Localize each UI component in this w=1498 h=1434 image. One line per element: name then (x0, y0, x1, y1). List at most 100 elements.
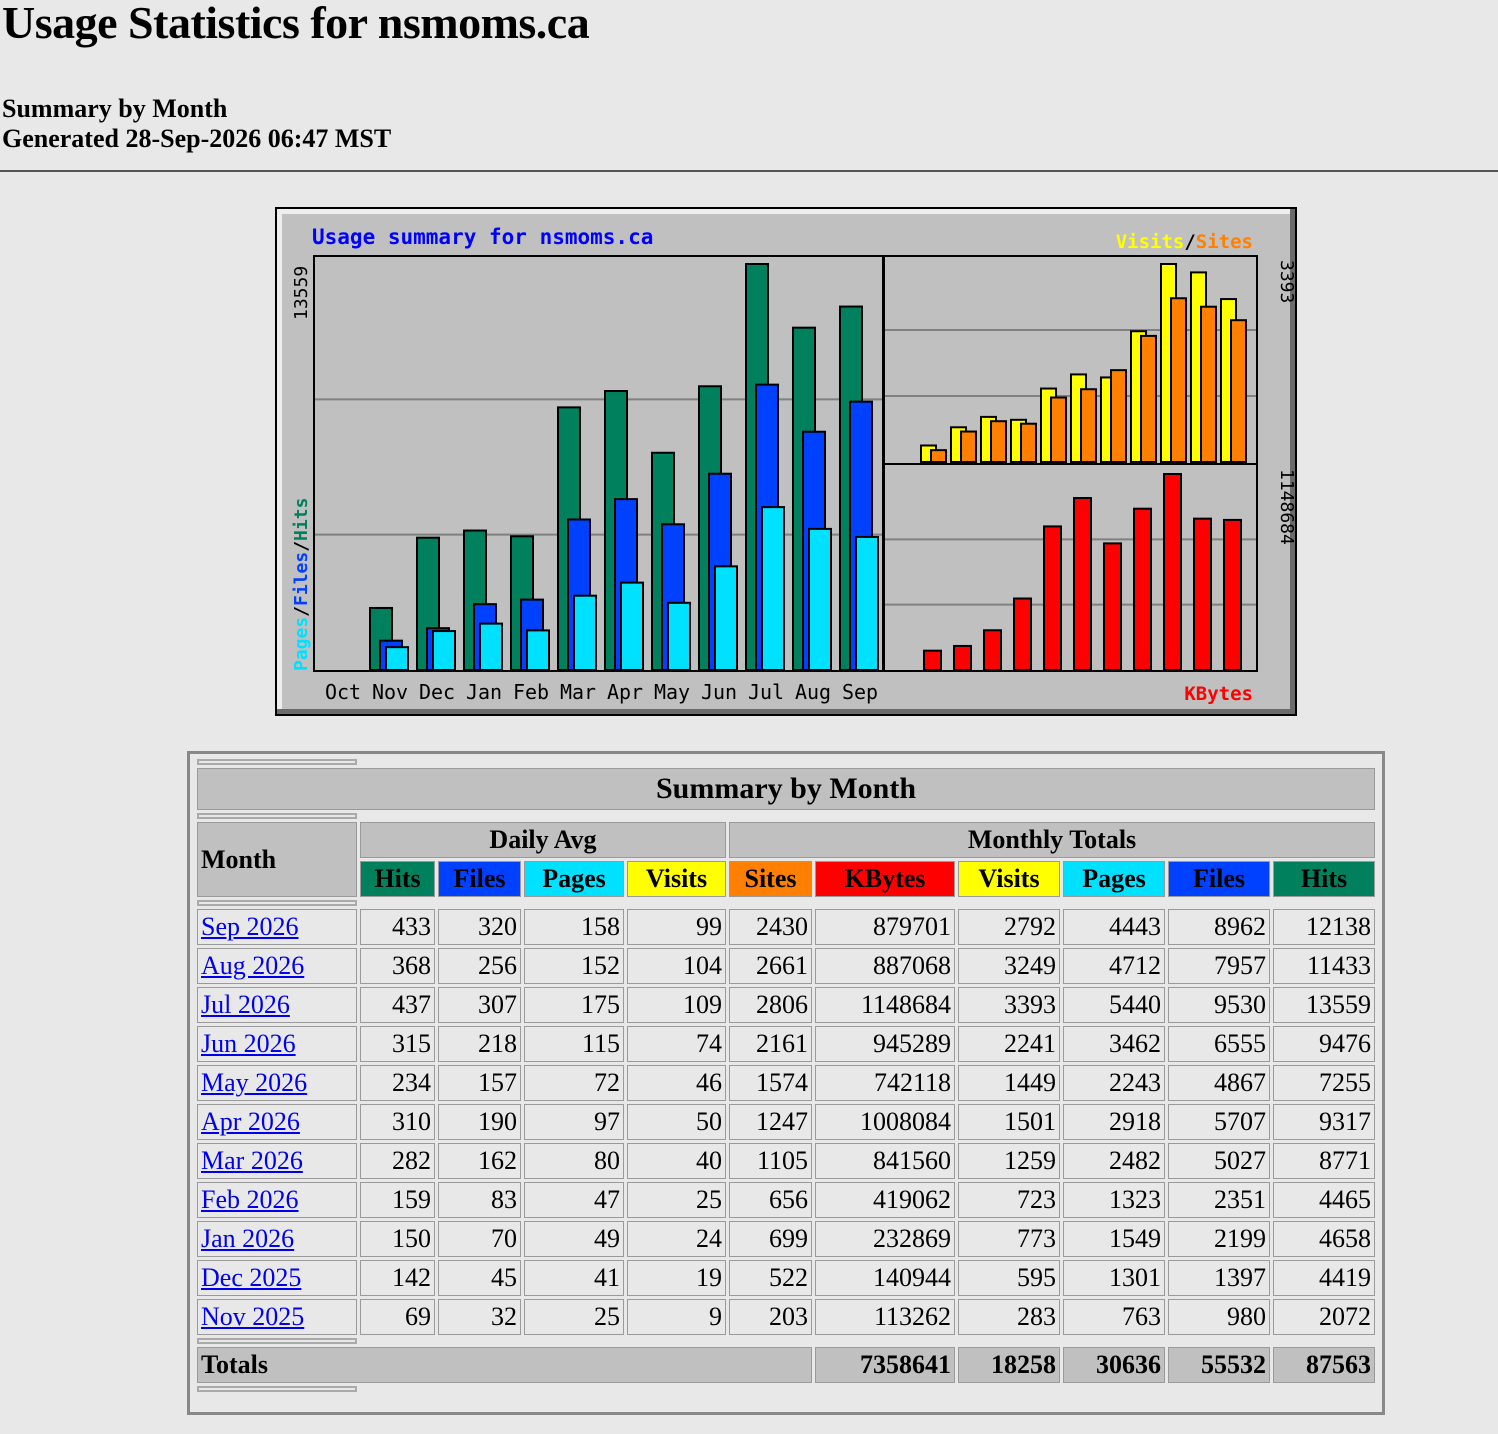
bar-kbytes (953, 644, 972, 671)
value-cell: 2161 (729, 1026, 812, 1062)
bar-kbytes (1133, 507, 1152, 671)
month-cell: Aug 2026 (197, 948, 357, 984)
daily-avg-header: Daily Avg (360, 822, 726, 858)
value-cell: 1501 (958, 1104, 1060, 1140)
value-cell: 763 (1063, 1299, 1165, 1335)
x-tick-label: Sep (842, 680, 878, 704)
value-cell: 99 (627, 909, 726, 945)
value-cell: 19 (627, 1260, 726, 1296)
summary-table: Summary by Month Month Daily Avg Monthly… (194, 756, 1378, 1395)
month-cell: May 2026 (197, 1065, 357, 1101)
value-cell: 419062 (815, 1182, 955, 1218)
month-link[interactable]: Feb 2026 (201, 1185, 299, 1214)
value-cell: 142 (360, 1260, 435, 1296)
value-cell: 2351 (1168, 1182, 1270, 1218)
month-link[interactable]: Aug 2026 (201, 951, 305, 980)
monthly-totals-header: Monthly Totals (729, 822, 1375, 858)
value-cell: 4443 (1063, 909, 1165, 945)
bar-sites (1050, 396, 1067, 463)
bar-kbytes (923, 649, 942, 672)
value-cell: 9530 (1168, 987, 1270, 1023)
totals-label: Totals (197, 1347, 812, 1383)
value-cell: 315 (360, 1026, 435, 1062)
bar-sites (1200, 305, 1217, 463)
month-link[interactable]: Mar 2026 (201, 1146, 303, 1175)
bar-kbytes (1103, 542, 1122, 671)
value-cell: 47 (524, 1182, 624, 1218)
summary-heading: Summary by Month (2, 94, 228, 123)
col-daily-hits: Hits (360, 861, 435, 897)
value-cell: 83 (438, 1182, 521, 1218)
value-cell: 3249 (958, 948, 1060, 984)
table-row: Mar 2026 282 162 80 40 1105 841560 1259 2482 5027… (197, 1143, 1375, 1179)
value-cell: 218 (438, 1026, 521, 1062)
value-cell: 115 (524, 1026, 624, 1062)
value-cell: 699 (729, 1221, 812, 1257)
bar-sites (1080, 388, 1097, 464)
x-tick-label: Aug (795, 680, 831, 704)
value-cell: 203 (729, 1299, 812, 1335)
month-cell: Jul 2026 (197, 987, 357, 1023)
bar-pages (714, 565, 738, 672)
value-cell: 9476 (1273, 1026, 1375, 1062)
table-row: Dec 2025 142 45 41 19 522 140944 595 1301 1397 441… (197, 1260, 1375, 1296)
value-cell: 80 (524, 1143, 624, 1179)
value-cell: 256 (438, 948, 521, 984)
value-cell: 140944 (815, 1260, 955, 1296)
bar-pages (479, 622, 503, 672)
bar-pages (620, 581, 644, 671)
value-cell: 841560 (815, 1143, 955, 1179)
total-value: 55532 (1168, 1347, 1270, 1383)
table-row: Aug 2026 368 256 152 104 2661 887068 3249 4712 79… (197, 948, 1375, 984)
month-cell: Apr 2026 (197, 1104, 357, 1140)
month-link[interactable]: Jun 2026 (201, 1029, 296, 1058)
x-tick-label: Jan (466, 680, 502, 704)
col-total-hits: Hits (1273, 861, 1375, 897)
value-cell: 1008084 (815, 1104, 955, 1140)
value-cell: 1105 (729, 1143, 812, 1179)
month-link[interactable]: Jan 2026 (201, 1224, 295, 1253)
value-cell: 2430 (729, 909, 812, 945)
col-total-sites: Sites (729, 861, 812, 897)
value-cell: 723 (958, 1182, 1060, 1218)
value-cell: 8962 (1168, 909, 1270, 945)
total-value: 30636 (1063, 1347, 1165, 1383)
x-tick-label: Dec (419, 680, 455, 704)
bar-sites (1140, 334, 1157, 464)
legend-visits: Visits (1116, 231, 1185, 253)
value-cell: 4419 (1273, 1260, 1375, 1296)
usage-summary-chart: Usage summary for nsmoms.ca 13559 Pages/… (275, 207, 1297, 716)
value-cell: 320 (438, 909, 521, 945)
month-link[interactable]: Nov 2025 (201, 1302, 305, 1331)
month-link[interactable]: Apr 2026 (201, 1107, 300, 1136)
bar-sites (1230, 319, 1247, 463)
month-cell: Sep 2026 (197, 909, 357, 945)
month-link[interactable]: May 2026 (201, 1068, 308, 1097)
month-link[interactable]: Sep 2026 (201, 912, 299, 941)
value-cell: 307 (438, 987, 521, 1023)
value-cell: 69 (360, 1299, 435, 1335)
month-link[interactable]: Dec 2025 (201, 1263, 302, 1292)
table-row: May 2026 234 157 72 46 1574 742118 1449 2243 4867… (197, 1065, 1375, 1101)
value-cell: 2661 (729, 948, 812, 984)
month-link[interactable]: Jul 2026 (201, 990, 290, 1019)
value-cell: 50 (627, 1104, 726, 1140)
value-cell: 2199 (1168, 1221, 1270, 1257)
value-cell: 283 (958, 1299, 1060, 1335)
col-total-pages: Pages (1063, 861, 1165, 897)
table-row: Nov 2025 69 32 25 9 203 113262 283 763 980 2072 (197, 1299, 1375, 1335)
right-bottom-max-label: 1148684 (1276, 469, 1297, 545)
value-cell: 7957 (1168, 948, 1270, 984)
x-tick-label: Oct (325, 680, 361, 704)
total-value: 7358641 (815, 1347, 955, 1383)
bar-sites (990, 420, 1007, 463)
table-row: Apr 2026 310 190 97 50 1247 1008084 1501 2918 570… (197, 1104, 1375, 1140)
value-cell: 1259 (958, 1143, 1060, 1179)
col-daily-files: Files (438, 861, 521, 897)
value-cell: 159 (360, 1182, 435, 1218)
legend-hits: Hits (291, 498, 312, 541)
summary-table-container: Summary by Month Month Daily Avg Monthly… (187, 751, 1385, 1415)
value-cell: 11433 (1273, 948, 1375, 984)
month-cell: Feb 2026 (197, 1182, 357, 1218)
value-cell: 5440 (1063, 987, 1165, 1023)
